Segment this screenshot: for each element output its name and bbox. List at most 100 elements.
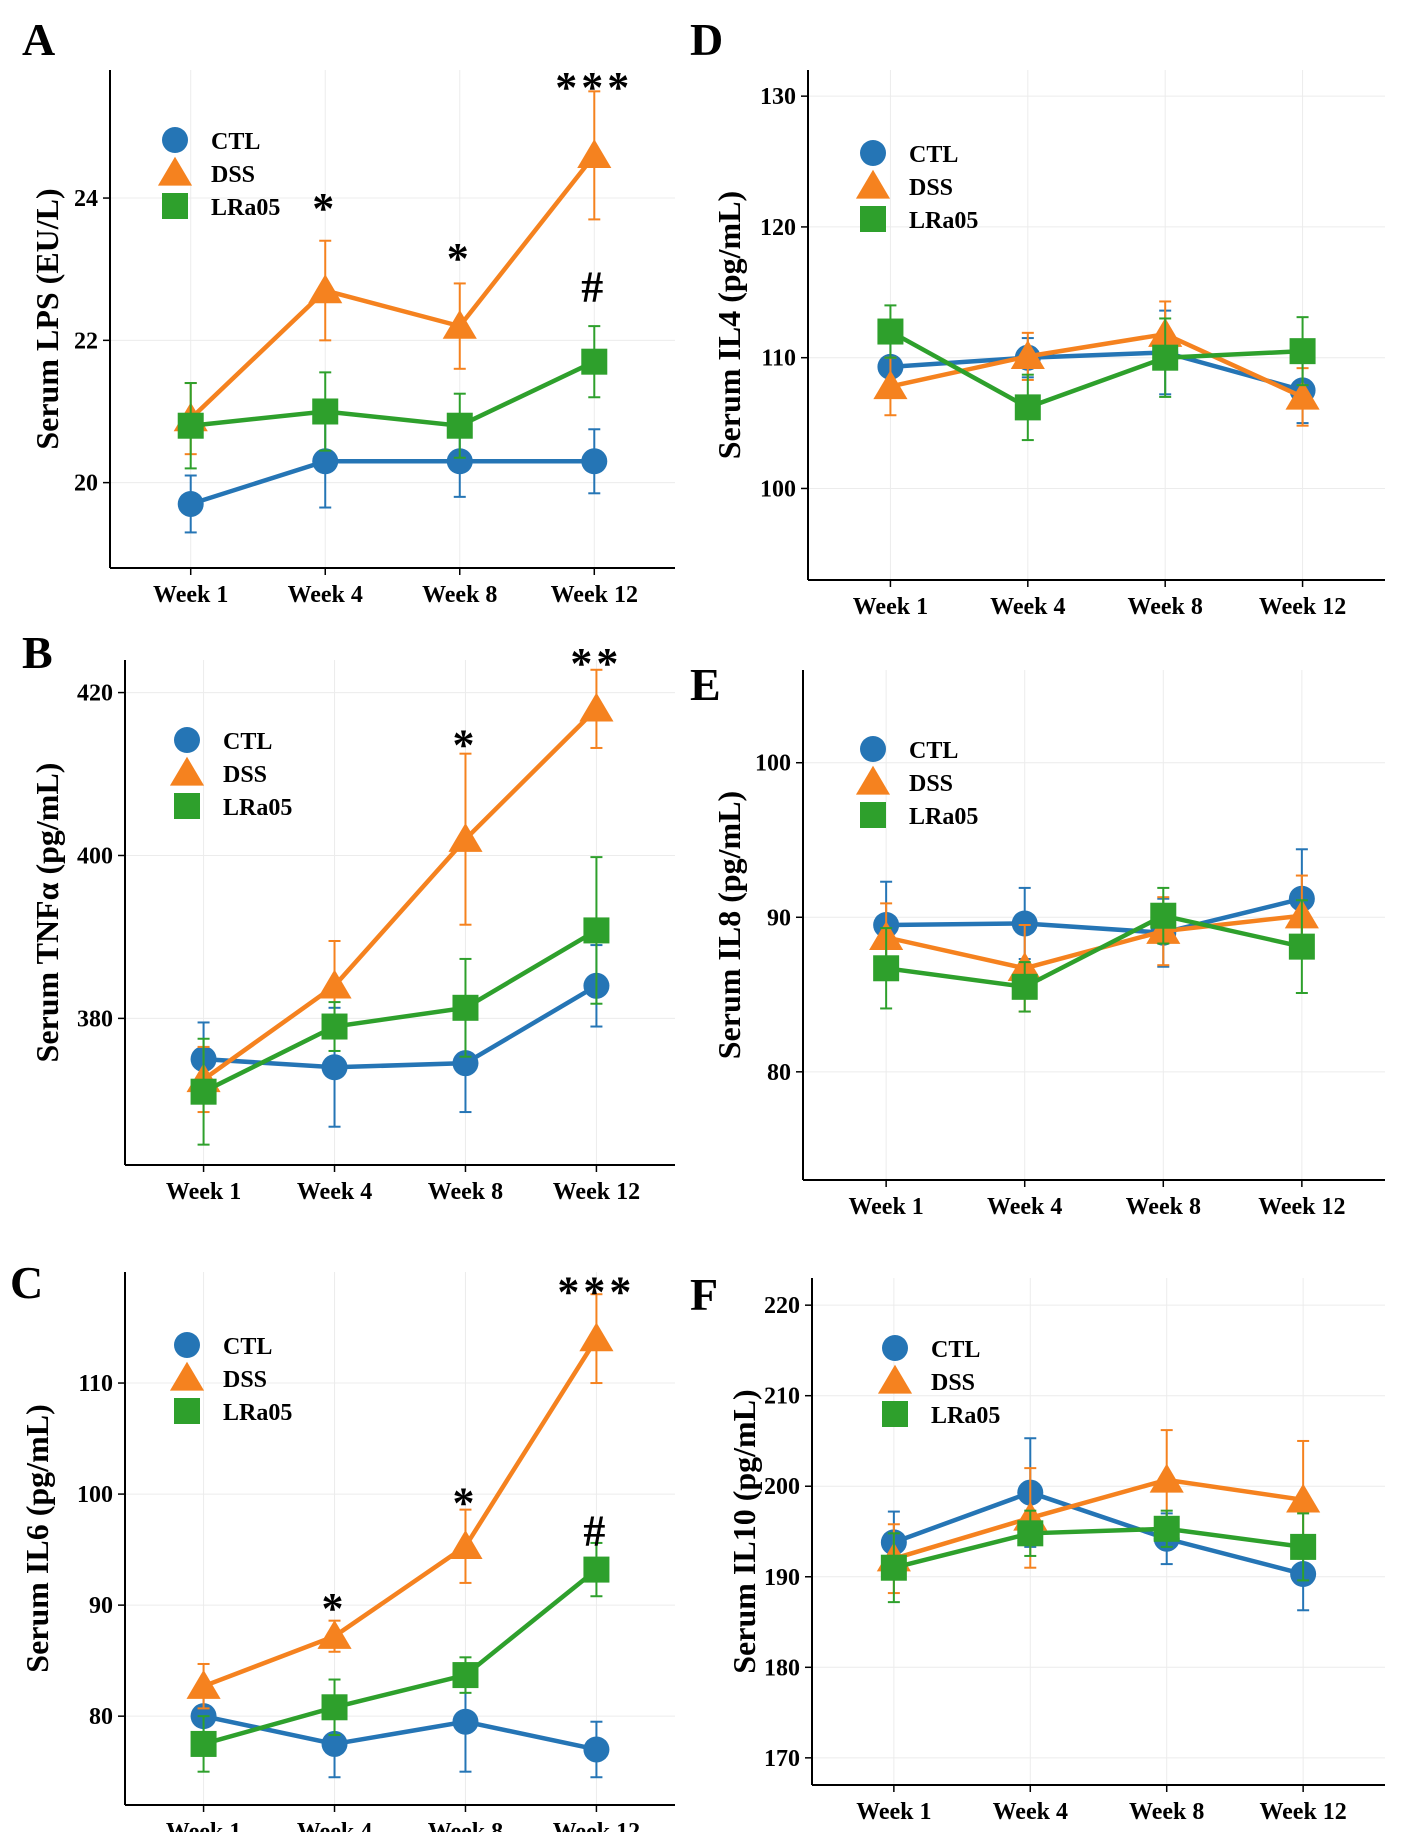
data-point	[321, 1730, 348, 1757]
series-line	[890, 350, 1304, 393]
y-tick-label: 400	[77, 843, 113, 869]
legend-marker-dss	[855, 169, 891, 199]
series-ctl	[880, 1437, 1317, 1612]
data-point	[873, 955, 900, 982]
y-axis-title: Serum TNFα (pg/mL)	[29, 763, 65, 1063]
series-line	[202, 1337, 599, 1689]
y-tick-label: 120	[760, 215, 796, 241]
series-line	[189, 153, 597, 421]
legend-marker-lra05	[882, 1401, 908, 1427]
data-point	[579, 1322, 614, 1352]
y-tick-label: 80	[89, 1704, 113, 1730]
legend-marker-dss	[157, 156, 193, 186]
legend-marker-ctl	[860, 140, 886, 166]
series-lra05	[873, 886, 1315, 1013]
data-point	[190, 1730, 217, 1757]
y-tick-label: 100	[760, 476, 796, 502]
y-tick-label: 110	[78, 1371, 113, 1397]
data-point	[177, 490, 204, 517]
data-point	[1288, 933, 1315, 960]
series-lra05	[190, 1541, 610, 1773]
series-dss	[173, 90, 612, 456]
data-point	[452, 994, 479, 1021]
significance-label: *	[452, 720, 478, 769]
data-point	[1011, 910, 1038, 937]
series-dss	[869, 874, 1319, 1013]
data-point	[1285, 380, 1320, 410]
y-tick-label: 130	[760, 84, 796, 110]
data-point	[312, 448, 339, 475]
data-point	[308, 274, 343, 304]
series-line	[202, 1567, 598, 1747]
x-tick-label: Week 8	[422, 582, 497, 608]
y-tick-label: 180	[764, 1655, 800, 1681]
data-point	[1011, 973, 1038, 1000]
legend-marker-dss	[877, 1364, 913, 1394]
series-lra05	[190, 856, 610, 1146]
x-tick-label: Week 8	[1126, 1194, 1201, 1220]
legend-label-lra05: LRa05	[211, 195, 280, 221]
panel-letter: A	[22, 14, 55, 65]
y-axis-title: Serum IL4 (pg/mL)	[711, 191, 747, 459]
legend-label-lra05: LRa05	[223, 795, 292, 821]
x-tick-label: Week 8	[428, 1819, 503, 1832]
data-point	[1149, 1463, 1184, 1493]
series-line	[203, 983, 598, 1070]
series-line	[203, 1713, 597, 1752]
data-point	[1017, 1520, 1044, 1547]
legend-marker-ctl	[174, 1332, 200, 1358]
panel-letter: E	[690, 659, 721, 710]
legend-marker-dss	[169, 756, 205, 786]
series-ctl	[877, 309, 1316, 425]
data-point	[186, 1669, 221, 1699]
y-tick-label: 380	[77, 1006, 113, 1032]
data-point	[448, 1530, 483, 1559]
panel-letter: C	[10, 1257, 43, 1308]
data-point	[190, 1078, 217, 1105]
significance-label: **	[570, 639, 622, 688]
legend-marker-dss	[169, 1361, 205, 1391]
y-axis-title: Serum IL10 (pg/mL)	[726, 1389, 762, 1673]
series-line	[889, 329, 1303, 410]
x-tick-label: Week 8	[428, 1179, 503, 1205]
y-tick-label: 22	[74, 328, 98, 354]
y-tick-label: 220	[764, 1293, 800, 1319]
series-line	[885, 913, 1303, 990]
data-point	[583, 917, 610, 944]
panel-a: 20 22 24 Week 1 Week 4 Week 8 Week 12 A Serum LP…	[22, 14, 675, 608]
series-lra05	[880, 1509, 1317, 1604]
significance-label: ***	[557, 1268, 635, 1317]
data-point	[448, 822, 483, 852]
series-ctl	[177, 414, 608, 534]
data-point	[1014, 394, 1041, 421]
y-tick-label: 90	[89, 1593, 113, 1619]
y-axis-title: Serum IL8 (pg/mL)	[711, 791, 747, 1059]
data-point	[1153, 1515, 1180, 1542]
data-point	[880, 1554, 907, 1581]
legend-marker-ctl	[860, 736, 886, 762]
legend-label-dss: DSS	[223, 762, 267, 788]
legend-marker-lra05	[162, 193, 188, 219]
panel-c: 80 90 100 110 Week 1 Week 4 Week 8 Week 12 C Seru…	[10, 1257, 675, 1832]
legend-label-ctl: CTL	[223, 729, 272, 755]
data-point	[446, 412, 473, 439]
x-tick-label: Week 12	[1259, 594, 1346, 620]
series-line	[190, 459, 595, 507]
data-point	[452, 1662, 479, 1689]
significance-label: ***	[555, 63, 633, 112]
data-point	[579, 692, 614, 722]
x-tick-label: Week 1	[853, 594, 928, 620]
legend-label-lra05: LRa05	[909, 208, 978, 234]
data-point	[1289, 338, 1316, 365]
legend-marker-lra05	[860, 206, 886, 232]
series-lra05	[877, 304, 1316, 442]
data-point	[442, 309, 477, 339]
series-line	[893, 1490, 1304, 1577]
panel-letter: F	[690, 1269, 718, 1320]
y-axis-title: Serum LPS (EU/L)	[29, 188, 65, 449]
legend-label-ctl: CTL	[223, 1334, 272, 1360]
legend-marker-dss	[855, 765, 891, 795]
y-tick-label: 170	[764, 1746, 800, 1772]
data-point	[577, 139, 612, 169]
x-tick-label: Week 12	[1259, 1799, 1346, 1825]
